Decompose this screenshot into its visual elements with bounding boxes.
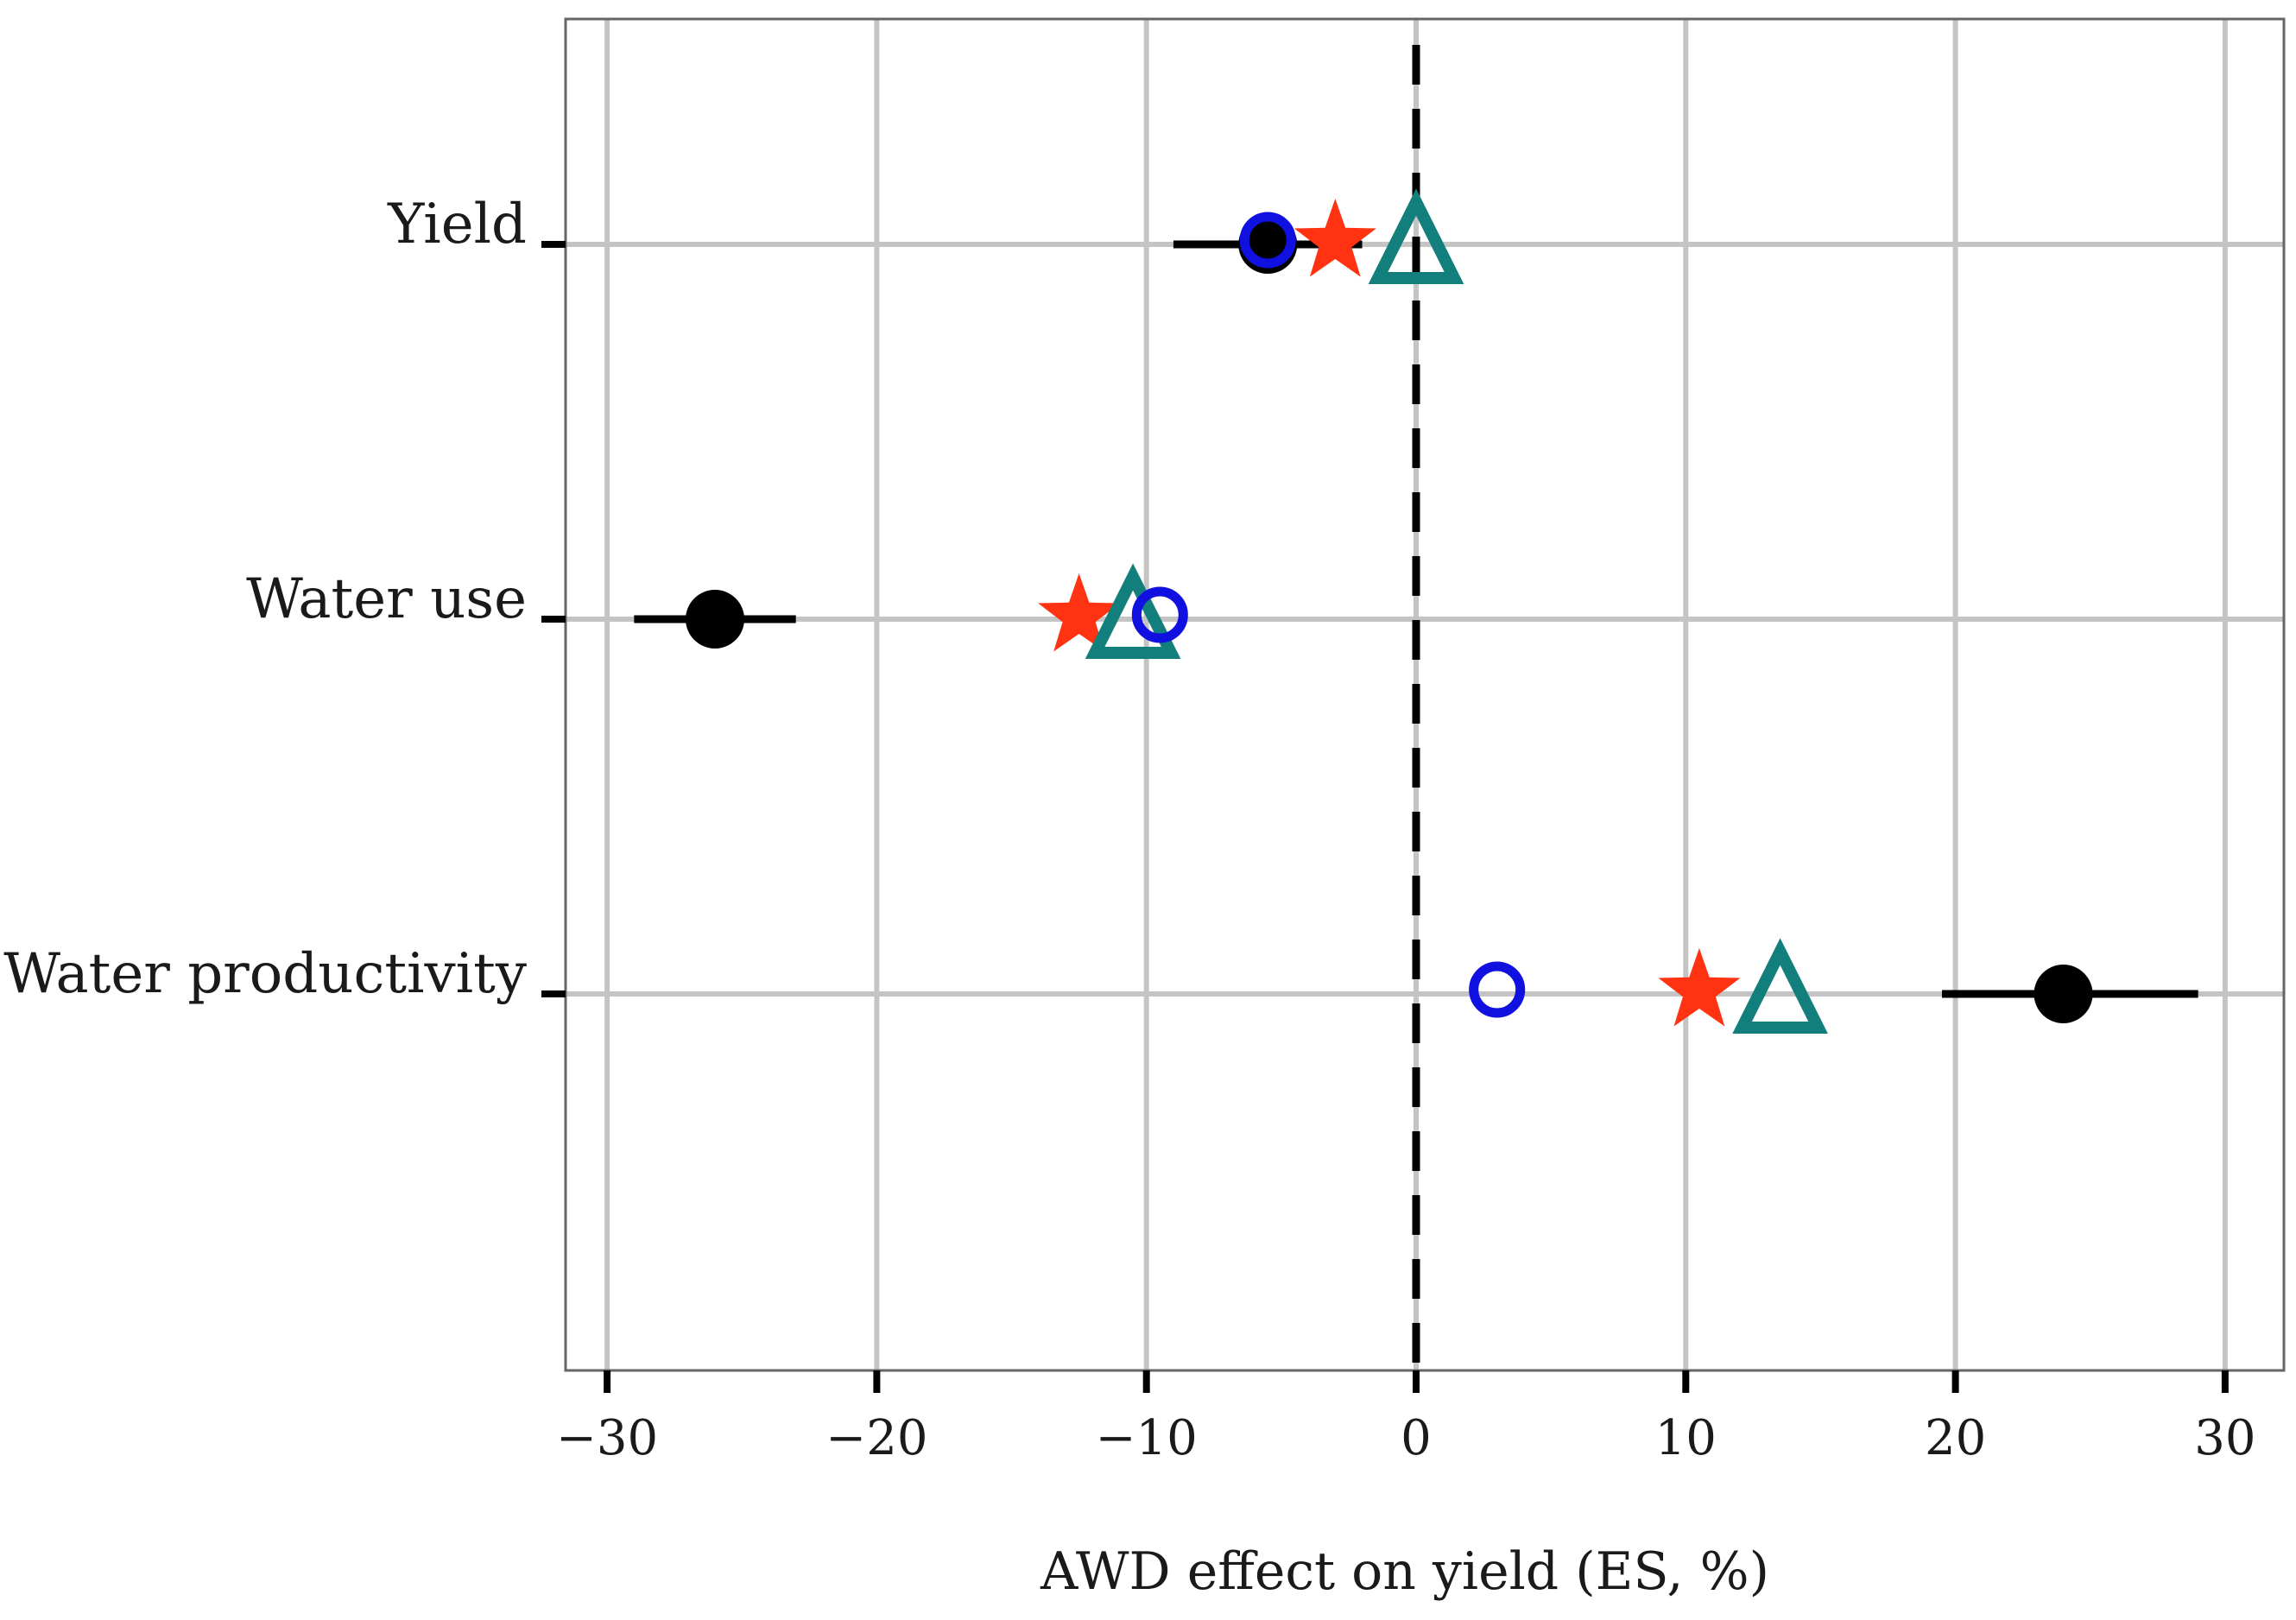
grid-layer [566, 19, 2284, 1370]
x-tick-label: −30 [556, 1410, 658, 1466]
x-tick-label: −10 [1096, 1410, 1198, 1466]
point-filled-circle [2034, 965, 2093, 1023]
point-filled-circle [686, 590, 745, 649]
axis-layer [541, 17, 2286, 1393]
point-open-circle [1131, 586, 1188, 643]
point-star [1658, 948, 1741, 1027]
point-triangle [1368, 188, 1464, 284]
x-tick-label: 20 [1925, 1410, 1986, 1466]
mark-layer [634, 188, 2198, 1034]
x-axis-title: AWD effect on yield (ES, %) [1040, 1541, 1769, 1602]
category-label: Water productivity [3, 942, 527, 1006]
point-triangle [1732, 938, 1828, 1034]
point-open-circle [1239, 212, 1296, 269]
point-star [1293, 199, 1376, 277]
label-layer: AWD effect on yield (ES, %) −30 −20 −10 0 10… [3, 193, 2255, 1602]
plot-border [564, 17, 2286, 1372]
x-tick-label: 30 [2194, 1410, 2255, 1466]
point-triangle [1085, 563, 1181, 659]
x-tick-label: 0 [1401, 1410, 1432, 1466]
x-tick-label: 10 [1655, 1410, 1717, 1466]
point-star [1038, 573, 1121, 652]
category-label: Yield [387, 193, 527, 256]
x-tick-label: −20 [825, 1410, 927, 1466]
point-open-circle [1469, 961, 1526, 1018]
category-label: Water use [246, 567, 527, 631]
